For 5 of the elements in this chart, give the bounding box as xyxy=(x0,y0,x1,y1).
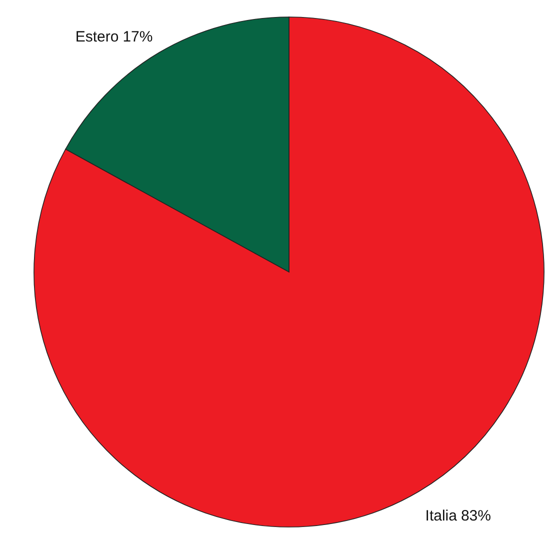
slice-label: Italia xyxy=(425,507,458,524)
data-label: 83% xyxy=(460,507,492,524)
slice-label: Estero xyxy=(75,28,119,46)
data-label: 17% xyxy=(122,28,153,46)
pie-slice xyxy=(34,16,544,528)
